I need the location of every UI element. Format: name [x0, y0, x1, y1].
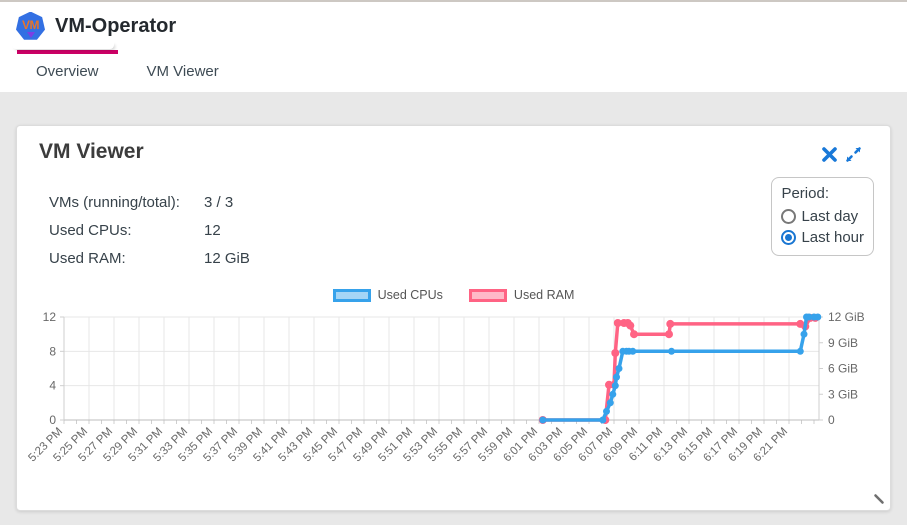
legend-label: Used CPUs — [377, 288, 443, 302]
svg-text:9 GiB: 9 GiB — [828, 336, 858, 350]
main-content: VM Viewer VMs (running/total): 3 / 3 Use… — [0, 92, 907, 525]
logo-accent — [27, 31, 35, 38]
period-label: Period: — [781, 185, 829, 202]
legend-swatch — [468, 288, 507, 302]
radio-last-hour-label: Last hour — [801, 229, 864, 246]
tab-bar: Overview VM Viewer — [0, 50, 907, 92]
resize-handle-icon[interactable] — [872, 492, 886, 506]
logo-text: VM — [22, 17, 40, 32]
app-logo-icon: VM — [16, 11, 45, 40]
stat-ram-label: Used RAM: — [49, 249, 126, 267]
stat-cpus: Used CPUs: 12 — [49, 216, 250, 244]
chart-legend: Used CPUs Used RAM — [17, 288, 890, 302]
svg-text:12: 12 — [43, 310, 57, 324]
stat-ram: Used RAM: 12 GiB — [49, 244, 250, 272]
svg-text:8: 8 — [49, 344, 56, 358]
card-title: VM Viewer — [39, 140, 144, 163]
svg-text:0: 0 — [828, 413, 835, 427]
svg-text:4: 4 — [49, 379, 56, 393]
stat-cpus-value: 12 — [204, 221, 221, 239]
app-title: VM-Operator — [55, 14, 177, 37]
app-header: VM VM-Operator — [0, 2, 907, 50]
svg-text:3 GiB: 3 GiB — [828, 387, 858, 401]
close-icon[interactable] — [821, 146, 838, 163]
stat-vms-value: 3 / 3 — [204, 193, 234, 211]
radio-last-day[interactable]: Last day — [781, 208, 864, 225]
tab-overview-label: Overview — [36, 62, 99, 80]
legend-item-used-ram[interactable]: Used RAM — [468, 288, 575, 302]
vm-viewer-card: VM Viewer VMs (running/total): 3 / 3 Use… — [16, 125, 891, 511]
stats-list: VMs (running/total): 3 / 3 Used CPUs: 12… — [49, 188, 250, 272]
svg-text:6 GiB: 6 GiB — [828, 362, 858, 376]
radio-last-day-circle[interactable] — [781, 209, 797, 224]
window-top-border — [0, 0, 907, 2]
card-actions — [821, 146, 862, 163]
tab-vm-viewer-label: VM Viewer — [146, 62, 219, 80]
legend-label: Used RAM — [513, 288, 575, 302]
stat-vms-label: VMs (running/total): — [49, 193, 180, 211]
expand-icon[interactable] — [845, 146, 862, 163]
radio-last-hour-circle[interactable] — [781, 230, 797, 245]
svg-text:0: 0 — [49, 413, 56, 427]
svg-text:12 GiB: 12 GiB — [828, 310, 865, 324]
radio-last-day-label: Last day — [801, 208, 859, 225]
radio-last-hour[interactable]: Last hour — [781, 229, 864, 246]
tab-vm-viewer[interactable]: VM Viewer — [123, 50, 243, 92]
legend-item-used-cpus[interactable]: Used CPUs — [332, 288, 443, 302]
chart-area: 0 4 8 12 0 3 GiB 6 GiB 9 GiB 12 GiB 5:23 PM 5:25 P… — [17, 304, 892, 509]
tab-overview[interactable]: Overview — [12, 50, 123, 92]
legend-swatch — [332, 288, 371, 302]
active-tab-notch — [12, 42, 114, 49]
stat-ram-value: 12 GiB — [204, 249, 250, 267]
stat-vms: VMs (running/total): 3 / 3 — [49, 188, 250, 216]
stat-cpus-label: Used CPUs: — [49, 221, 132, 239]
period-selector: Period: Last day Last hour — [771, 177, 874, 256]
